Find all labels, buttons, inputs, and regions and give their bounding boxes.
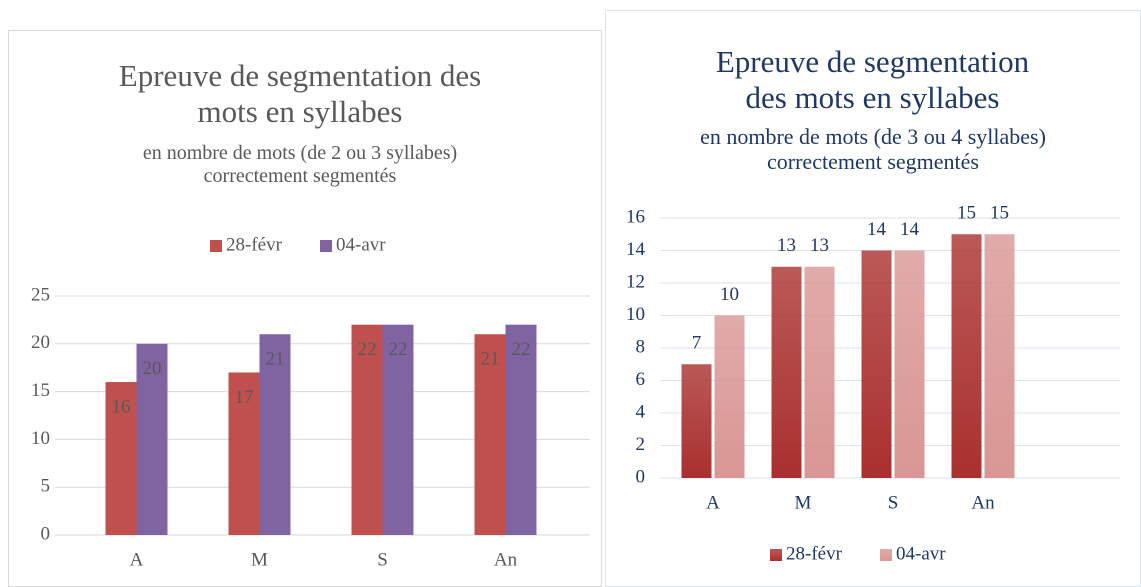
legend-swatch [880, 549, 892, 561]
data-label: 13 [810, 235, 829, 256]
legend-label: 04-avr [896, 543, 946, 564]
data-label: 22 [512, 339, 531, 360]
legend-swatch [770, 549, 782, 561]
data-label: 7 [692, 333, 702, 354]
y-tick-label: 8 [636, 336, 646, 357]
legend-swatch [210, 240, 222, 252]
bar [505, 324, 537, 535]
data-label: 16 [112, 396, 131, 417]
chart-title: Epreuve de segmentation des mots en syll… [118, 58, 482, 129]
y-tick-label: 14 [626, 239, 646, 260]
y-tick-label: 25 [31, 284, 50, 305]
x-tick-label: An [494, 549, 518, 570]
bar [804, 266, 835, 478]
bar [714, 315, 745, 478]
legend-swatch [320, 240, 332, 252]
bar [951, 234, 982, 478]
x-tick-label: S [377, 549, 388, 570]
bar [474, 334, 506, 535]
bar [861, 250, 892, 478]
data-label: 20 [143, 358, 162, 379]
bar [228, 372, 260, 535]
data-label: 14 [867, 219, 887, 240]
data-label: 21 [266, 349, 285, 370]
y-tick-label: 2 [636, 434, 646, 455]
x-tick-label: A [706, 492, 720, 513]
legend-label: 28-févr [786, 543, 843, 564]
data-label: 22 [389, 339, 408, 360]
y-tick-label: 15 [31, 380, 50, 401]
bar [259, 334, 291, 535]
bar [894, 250, 925, 478]
data-label: 10 [720, 284, 739, 305]
y-tick-label: 4 [636, 401, 646, 422]
x-tick-label: An [971, 492, 995, 513]
x-tick-label: M [251, 549, 268, 570]
bar [382, 324, 414, 535]
y-tick-label: 16 [626, 206, 645, 227]
bar [771, 266, 802, 478]
y-tick-label: 10 [626, 304, 645, 325]
chart-subtitle: en nombre de mots (de 3 ou 4 syllabes) c… [700, 124, 1046, 175]
chart-subtitle: en nombre de mots (de 2 ou 3 syllabes) c… [142, 142, 458, 187]
bar [136, 343, 168, 535]
x-tick-label: M [795, 492, 812, 513]
data-label: 14 [900, 219, 920, 240]
data-label: 13 [777, 235, 796, 256]
legend-label: 04-avr [336, 234, 386, 255]
x-tick-label: S [888, 492, 899, 513]
y-tick-label: 20 [31, 332, 50, 353]
bar [351, 324, 383, 535]
data-label: 17 [235, 387, 254, 408]
y-tick-label: 10 [31, 428, 50, 449]
data-label: 15 [990, 203, 1009, 224]
x-tick-label: A [130, 549, 144, 570]
legend-label: 28-févr [226, 234, 283, 255]
bar [681, 364, 712, 478]
data-label: 21 [481, 349, 500, 370]
y-tick-label: 0 [41, 523, 51, 544]
bar [105, 382, 137, 535]
y-tick-label: 5 [41, 476, 51, 497]
y-tick-label: 0 [636, 466, 646, 487]
bar [984, 234, 1015, 478]
y-tick-label: 6 [636, 369, 646, 390]
chart-title: Epreuve de segmentation des mots en syll… [715, 44, 1030, 115]
data-label: 22 [358, 339, 377, 360]
y-tick-label: 12 [626, 271, 645, 292]
data-label: 15 [957, 203, 976, 224]
